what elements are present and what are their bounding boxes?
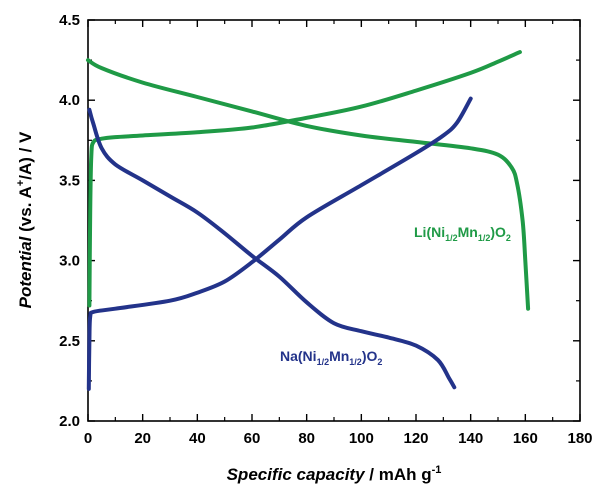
na-discharge-curve [87,107,457,390]
x-tick-label-160: 160 [513,430,538,447]
x-tick-label-180: 180 [567,430,592,447]
y-tick-label-4.5: 4.5 [59,12,80,29]
ticks: 0 20 40 60 80 100 120 140 160 180 2.0 2.5 3.0 3.5 4.0 4… [59,12,592,447]
x-tick-label-20: 20 [134,430,151,447]
annotation-na: Na(Ni1/2Mn1/2)O2 [280,348,382,367]
x-axis-title: Specific capacity / mAh g-1 [227,464,442,484]
x-tick-label-60: 60 [244,430,261,447]
annotation-li: Li(Ni1/2Mn1/2)O2 [414,224,511,243]
curves [86,50,531,391]
li-discharge-curve [86,58,531,311]
y-tick-label-3.5: 3.5 [59,172,80,189]
x-tick-label-120: 120 [403,430,428,447]
x-tick-label-100: 100 [349,430,374,447]
li-charge-curve [87,50,522,308]
x-tick-label-40: 40 [189,430,206,447]
x-tick-label-80: 80 [298,430,315,447]
y-tick-label-3.0: 3.0 [59,253,80,270]
x-tick-label-0: 0 [84,430,92,447]
y-axis-title: Potential (vs. A+/A) / V [15,131,35,308]
y-tick-label-2.5: 2.5 [59,333,80,350]
y-tick-label-2.0: 2.0 [59,413,80,430]
x-tick-label-140: 140 [458,430,483,447]
y-tick-label-4.0: 4.0 [59,92,80,109]
na-charge-curve [86,96,473,391]
